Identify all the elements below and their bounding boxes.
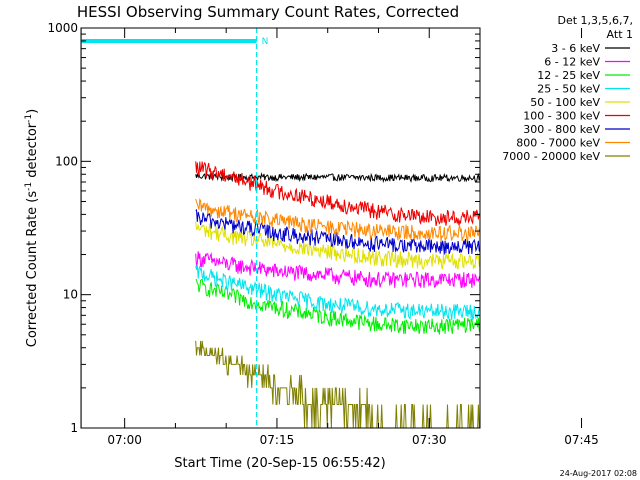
plot-frame <box>80 27 481 429</box>
legend-item-1: 6 - 12 keV <box>544 56 630 69</box>
y-axis-label: Corrected Count Rate (s-1 detector-1) <box>24 109 40 347</box>
x-tick-label: 07:30 <box>412 433 447 447</box>
annotation-bar-0 <box>81 39 257 43</box>
series-line-1 <box>195 251 480 289</box>
legend-label: 25 - 50 keV <box>537 83 600 96</box>
series-line-4 <box>195 221 480 270</box>
series-line-6 <box>195 209 480 255</box>
marker-layer: N <box>81 28 269 428</box>
legend-label: 12 - 25 keV <box>537 69 600 82</box>
y-tick-label: 1 <box>70 421 78 435</box>
series-line-0 <box>195 172 480 184</box>
x-tick-label: 07:00 <box>107 433 142 447</box>
series-line-8 <box>195 340 480 428</box>
series-layer <box>195 161 480 428</box>
legend-item-2: 12 - 25 keV <box>537 69 630 82</box>
ticks-layer: 110100100007:0007:1507:3007:4508:0008:15… <box>47 21 599 447</box>
x-axis-label: Start Time (20-Sep-15 06:55:42) <box>174 456 385 471</box>
series-line-3 <box>195 264 480 321</box>
series-line-7 <box>195 198 480 243</box>
annotation-marker-label: N <box>262 37 269 47</box>
x-tick-label: 07:45 <box>564 433 599 447</box>
y-tick-label: 10 <box>63 288 78 302</box>
legend-header-line-2: Att 1 <box>607 28 633 41</box>
legend-item-6: 300 - 800 keV <box>523 123 630 136</box>
legend-label: 300 - 800 keV <box>523 123 600 136</box>
x-tick-label: 07:15 <box>260 433 295 447</box>
legend-label: 7000 - 20000 keV <box>502 150 600 163</box>
legend-header: Det 1,3,5,6,7, Att 1 <box>557 14 633 41</box>
y-tick-label: 100 <box>55 154 78 168</box>
legend-item-5: 100 - 300 keV <box>523 110 630 123</box>
legend-item-0: 3 - 6 keV <box>551 42 630 55</box>
legend-label: 6 - 12 keV <box>544 56 600 69</box>
legend-label: 50 - 100 keV <box>530 96 600 109</box>
legend-item-3: 25 - 50 keV <box>537 83 630 96</box>
legend-item-4: 50 - 100 keV <box>530 96 630 109</box>
series-line-2 <box>195 278 480 335</box>
legend-label: 800 - 7000 keV <box>516 137 600 150</box>
chart-title: HESSI Observing Summary Count Rates, Cor… <box>77 3 459 21</box>
date-stamp: 24-Aug-2017 02:08 <box>560 469 637 478</box>
legend-label: 100 - 300 keV <box>523 110 600 123</box>
legend-header-line-1: Det 1,3,5,6,7, <box>557 14 633 27</box>
legend-item-7: 800 - 7000 keV <box>516 137 630 150</box>
y-tick-label: 1000 <box>47 21 78 35</box>
legend-label: 3 - 6 keV <box>551 42 600 55</box>
series-line-5 <box>195 161 480 226</box>
legend-item-8: 7000 - 20000 keV <box>502 150 630 163</box>
